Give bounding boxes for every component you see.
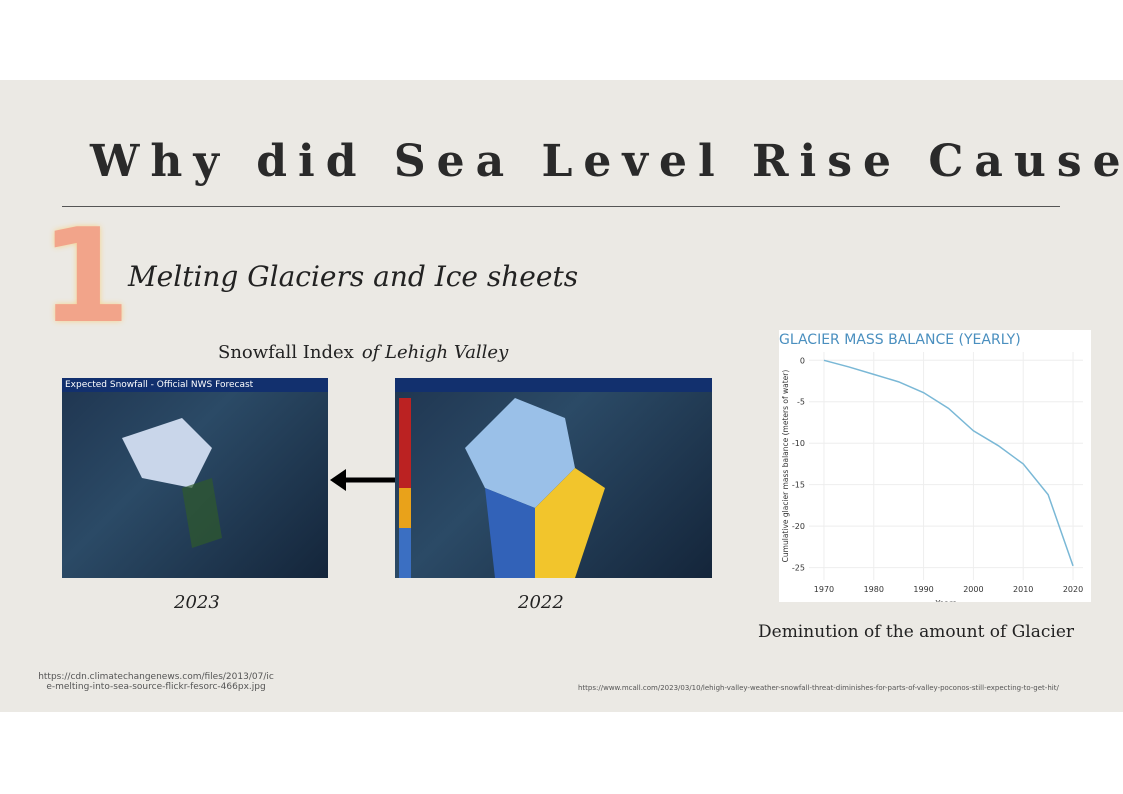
y-tick-label: -20	[792, 522, 805, 531]
section-title: Melting Glaciers and Ice sheets	[128, 260, 579, 293]
label: Snowfall Index	[218, 342, 354, 363]
chart-title: GLACIER MASS BALANCE (YEARLY)	[779, 332, 1021, 348]
x-tick-label: 2010	[1013, 585, 1033, 594]
y-tick-label: -15	[792, 481, 805, 490]
y-axis-label: Cumulative glacier mass balance (meters …	[781, 370, 790, 563]
x-tick-label: 2020	[1063, 585, 1083, 594]
y-tick-label: -5	[797, 398, 805, 407]
map-image-2022	[395, 378, 712, 578]
source-url: https://cdn.climatechangenews.com/files/…	[38, 672, 274, 692]
map-image-2023: Expected Snowfall - Official NWS Forecas…	[62, 378, 328, 578]
chart-caption: Deminution of the amount of Glacier	[758, 622, 1075, 642]
map-art	[395, 378, 712, 578]
divider	[62, 206, 1060, 207]
label-italic: of Lehigh Valley	[361, 342, 509, 363]
y-tick-label: -10	[792, 439, 805, 448]
data-line	[823, 359, 1074, 567]
slide-title: Why did Sea Level Rise Caused	[90, 136, 1123, 187]
x-tick-label: 1970	[814, 585, 834, 594]
source-url: https://www.mcall.com/2023/03/10/lehigh-…	[578, 684, 1059, 692]
arrow	[330, 469, 396, 491]
x-tick-label: 2000	[963, 585, 983, 594]
year-label: 2022	[518, 592, 564, 613]
x-tick-label: 1980	[864, 585, 884, 594]
y-tick-label: -25	[792, 564, 805, 573]
snowfall-label: Snowfall Index of Lehigh Valley	[218, 342, 508, 363]
section-number: 1	[40, 200, 131, 352]
map-art	[122, 418, 222, 548]
slide: Why did Sea Level Rise Caused 1 Melting …	[0, 80, 1123, 712]
year-label: 2023	[174, 592, 220, 613]
y-tick-label: 0	[800, 356, 805, 365]
map-header: Expected Snowfall - Official NWS Forecas…	[62, 378, 328, 392]
chart: GLACIER MASS BALANCE (YEARLY) 0 -5 -10 -15 -2…	[779, 330, 1091, 602]
x-axis-label: Years	[934, 599, 956, 602]
x-tick-label: 1990	[913, 585, 933, 594]
